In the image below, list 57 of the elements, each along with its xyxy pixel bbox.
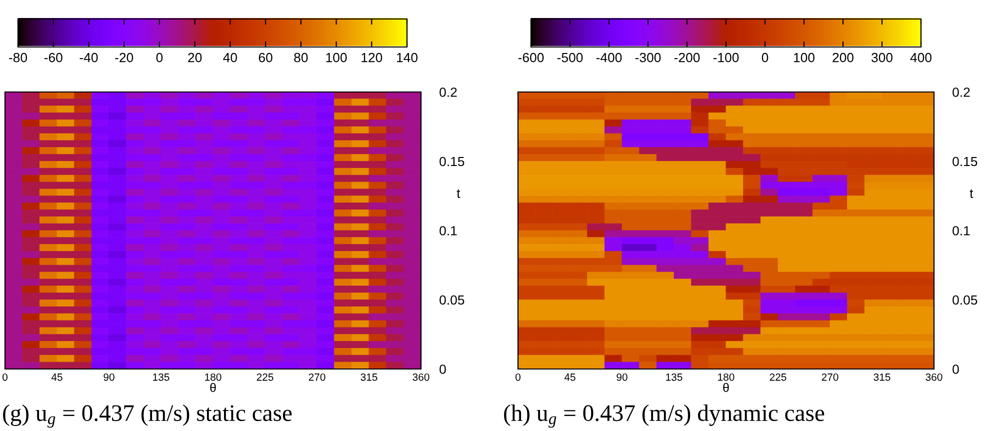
y-tick-label: 0.15 [952,156,978,166]
x-axis-title: θ [723,382,729,392]
x-tick-label: 315 [874,373,890,381]
color-bar-label: 120 [362,52,382,62]
x-axis-title: θ [210,382,216,392]
text: (h) u$_{g}$ = 0.437 (m/s) dynamic case [504,404,824,428]
color-bar-label: 100 [794,52,814,62]
x-tick-label: 135 [153,373,170,381]
y-axis-title: t [456,189,460,198]
x-tick-label: 360 [412,373,430,381]
color-bar-label: 0 [156,52,163,62]
color-bar-label: -40 [80,52,98,62]
x-tick-label: 225 [770,373,786,381]
color-bar-label: 40 [223,52,238,62]
color-bar-label: 0 [762,52,768,62]
y-tick-label: 0.2 [440,88,457,97]
color-bar-label: 60 [258,52,272,62]
y-tick-label: 0 [952,364,959,374]
x-tick-label: 225 [256,373,274,381]
x-tick-label: 360 [926,373,942,381]
x-tick-label: 45 [51,374,62,381]
y-tick-label: 0.1 [440,226,457,236]
color-bar-label: -300 [635,52,661,62]
y-tick-label: 0.15 [440,156,464,166]
color-bar-label: -600 [518,52,544,62]
x-tick-label: 0 [516,373,520,381]
y-tick-label: 0.05 [440,295,464,305]
color-bar-label: 400 [910,52,932,62]
x-tick-label: 315 [360,373,378,381]
x-tick-label: 135 [666,373,682,381]
x-tick-label: 45 [564,374,576,381]
color-bar-label: -400 [596,52,622,62]
x-tick-label: 180 [718,373,734,381]
color-bar-label: 140 [397,52,418,62]
x-tick-label: 0 [2,373,8,381]
x-tick-label: 270 [822,373,838,381]
x-tick-label: 90 [104,373,114,381]
y-tick-label: 0.05 [952,295,978,305]
color-bar-label: -60 [44,52,62,62]
color-bar-label: 20 [188,52,202,62]
y-tick-label: 0.2 [952,88,970,97]
color-bar-label: -80 [9,52,28,62]
color-bar-label: 80 [294,52,308,62]
color-bar-label: 100 [326,52,347,62]
y-axis-title: t [970,189,974,198]
color-bar-label: -20 [115,52,134,62]
color-bar-label: 300 [871,52,892,62]
color-bar-label: -500 [557,52,583,62]
y-tick-label: 0.1 [952,226,970,236]
color-bar-label: 200 [832,52,854,62]
text: (g) u$_{g}$ = 0.437 (m/s) static case [3,404,292,428]
x-tick-label: 90 [616,373,628,381]
x-tick-label: 180 [205,373,222,381]
y-tick-label: 0 [440,364,446,374]
x-tick-label: 270 [308,373,326,381]
color-bar-label: -100 [713,52,739,62]
color-bar-label: -200 [674,52,700,62]
